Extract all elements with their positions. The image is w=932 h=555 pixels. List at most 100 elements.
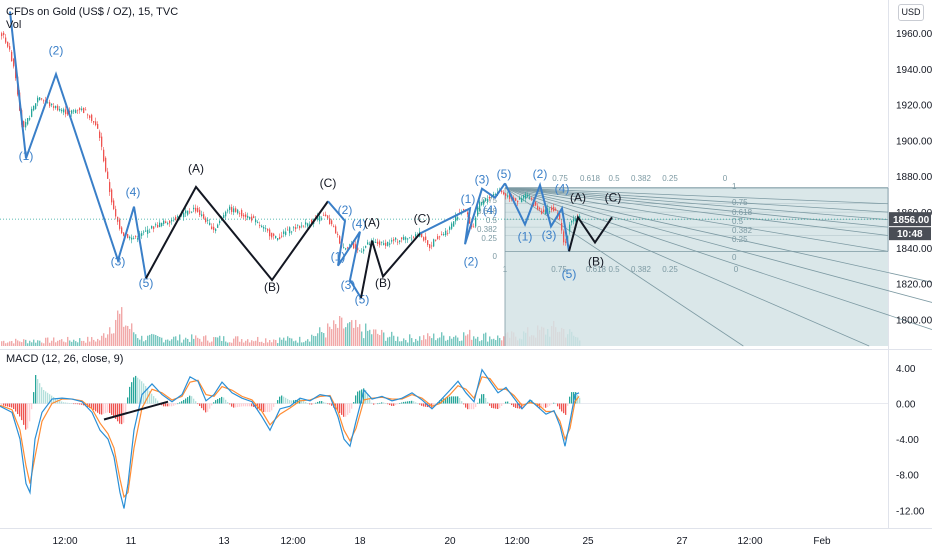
- wave-label: (1): [518, 230, 533, 244]
- volume-bar: [289, 337, 291, 346]
- macd-histogram-bar: [63, 402, 65, 404]
- volume-bar: [353, 327, 355, 346]
- candle-body: [165, 221, 167, 223]
- candle-body: [427, 240, 429, 245]
- volume-bar: [149, 334, 151, 346]
- fib-fan-ray: [504, 187, 889, 252]
- candle-body: [33, 105, 35, 111]
- macd-histogram-bar: [507, 401, 509, 404]
- macd-histogram-bar: [465, 403, 467, 408]
- candle-body: [559, 214, 561, 219]
- volume-bar: [275, 339, 277, 346]
- macd-histogram-bar: [91, 403, 93, 409]
- candle-body: [27, 118, 29, 125]
- volume-bar: [21, 342, 23, 346]
- candle-body: [495, 193, 497, 195]
- candle-body: [211, 226, 213, 230]
- candle-body: [445, 230, 447, 236]
- candle-body: [251, 216, 253, 221]
- macd-histogram-bar: [219, 397, 221, 404]
- candle-body: [515, 198, 517, 201]
- macd-histogram-bar: [369, 398, 371, 404]
- candle-body: [333, 226, 335, 228]
- volume-bars: [1, 307, 581, 346]
- macd-histogram-bar: [313, 403, 315, 405]
- wave-label: (1): [19, 149, 34, 163]
- macd-histogram-bar: [403, 401, 405, 404]
- macd-histogram-bar: [513, 403, 515, 407]
- volume-bar: [269, 340, 271, 346]
- macd-histogram-bar: [345, 403, 347, 417]
- candle-body: [131, 237, 133, 240]
- candle-body: [249, 217, 251, 220]
- volume-bar: [89, 341, 91, 346]
- volume-bar: [125, 325, 127, 346]
- volume-bar: [451, 338, 453, 346]
- volume-bar: [397, 336, 399, 346]
- volume-bar: [425, 339, 427, 346]
- candle-body: [571, 220, 573, 223]
- wave-label: (2): [49, 43, 64, 57]
- macd-histogram-bar: [505, 401, 507, 404]
- macd-histogram-bar: [113, 403, 115, 417]
- macd-histogram-bar: [283, 396, 285, 404]
- macd-histogram-bar: [365, 389, 367, 404]
- candle-body: [375, 242, 377, 243]
- volume-bar: [411, 338, 413, 346]
- volume-bar: [161, 337, 163, 346]
- wave-label: (4): [555, 181, 570, 195]
- candle-body: [331, 220, 333, 225]
- volume-bar: [177, 340, 179, 346]
- macd-histogram-bar: [277, 400, 279, 404]
- volume-bar: [67, 336, 69, 346]
- volume-bar: [461, 340, 463, 346]
- volume-bar: [179, 334, 181, 346]
- candle-body: [259, 225, 261, 226]
- volume-bar: [65, 342, 67, 346]
- candle-body: [387, 241, 389, 246]
- volume-bar: [237, 336, 239, 346]
- volume-bar: [255, 340, 257, 346]
- volume-bar: [317, 333, 319, 346]
- macd-histogram-bar: [243, 403, 245, 407]
- macd-histogram-bar: [15, 403, 17, 412]
- volume-bar: [365, 323, 367, 346]
- candle-body: [245, 214, 247, 218]
- macd-histogram-bar: [371, 402, 373, 404]
- candle-body: [527, 194, 529, 197]
- candle-body: [415, 234, 417, 237]
- fib-fan-ray: [504, 187, 889, 205]
- candle-body: [435, 239, 437, 241]
- volume-bar: [53, 337, 55, 346]
- candle-body: [263, 227, 265, 229]
- wave-line: [419, 182, 506, 245]
- volume-bar: [195, 335, 197, 346]
- candle-body: [531, 198, 533, 200]
- volume-bar: [309, 341, 311, 346]
- fib-fan-bottom-label: 0.25: [662, 265, 678, 274]
- macd-histogram-bar: [481, 394, 483, 404]
- candle-body: [77, 109, 79, 111]
- macd-histogram-bar: [75, 403, 77, 405]
- wave-label: (C): [605, 190, 622, 204]
- macd-histogram-bar: [321, 401, 323, 404]
- macd-histogram-bar: [381, 402, 383, 404]
- volume-bar: [111, 333, 113, 346]
- volume-bar: [335, 324, 337, 346]
- macd-histogram-bar: [37, 379, 39, 404]
- macd-histogram-bar: [195, 401, 197, 404]
- currency-button[interactable]: USD: [898, 4, 924, 21]
- macd-histogram-bar: [93, 403, 95, 410]
- candle-body: [309, 224, 311, 226]
- fib-fan-ray: [504, 187, 744, 347]
- volume-bar: [261, 341, 263, 346]
- wave-label: (A): [570, 190, 586, 204]
- volume-bar: [1, 341, 3, 346]
- volume-bar: [311, 334, 313, 346]
- volume-bar: [117, 310, 119, 346]
- candle-body: [517, 200, 519, 203]
- volume-bar: [3, 340, 5, 346]
- volume-bar: [449, 336, 451, 346]
- volume-bar: [109, 327, 111, 346]
